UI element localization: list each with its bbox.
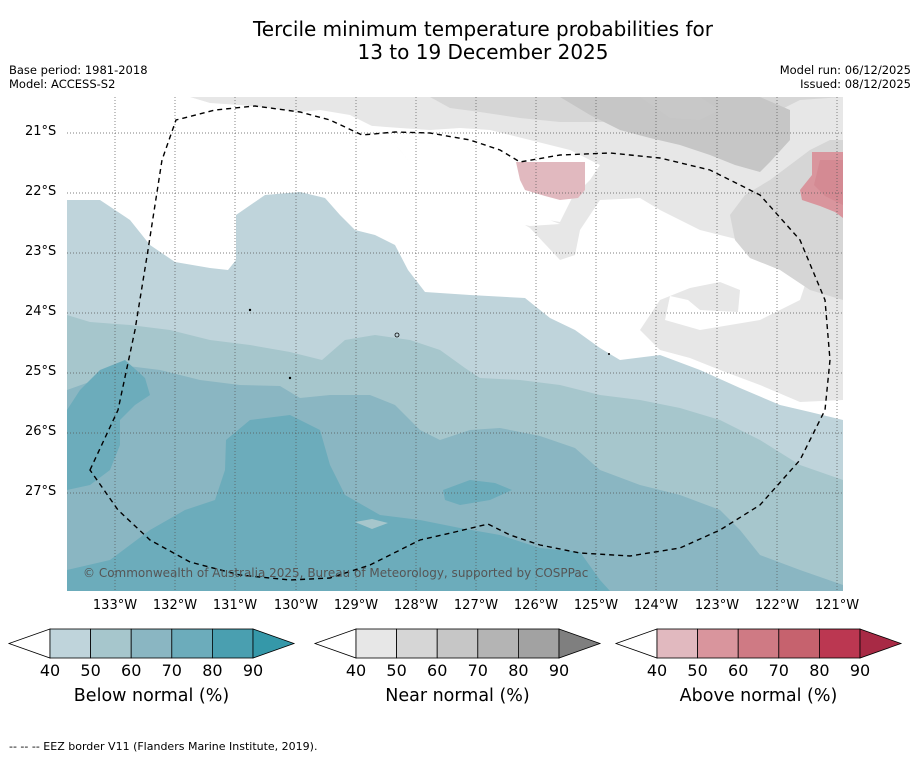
below-normal-80-region xyxy=(355,519,388,529)
colorbar-tick-label: 50 xyxy=(386,661,407,680)
near-normal-40-region xyxy=(190,97,843,402)
longitude-label: 131°W xyxy=(212,598,258,613)
latitude-label: 27°S xyxy=(25,484,57,499)
colorbar-segment xyxy=(90,628,132,659)
colorbar-tick-label: 50 xyxy=(687,661,708,680)
colorbar-tick-label: 80 xyxy=(202,661,223,680)
colorbar-segment xyxy=(697,628,739,659)
colorbar-2 xyxy=(614,628,903,659)
colorbar-tick-label: 80 xyxy=(809,661,830,680)
longitude-label: 126°W xyxy=(513,598,559,613)
latitude-label: 22°S xyxy=(25,184,57,199)
near-normal-white-pocket xyxy=(390,170,560,226)
colorbar-tick-label: 70 xyxy=(161,661,182,680)
latitude-label: 23°S xyxy=(25,244,57,259)
colorbar-tick-label: 80 xyxy=(508,661,529,680)
colorbar-0 xyxy=(7,628,296,659)
near-normal-50-region xyxy=(430,97,843,300)
above-normal-50-region-b xyxy=(814,160,843,205)
colorbar-tick-label: 40 xyxy=(345,661,367,680)
colorbar-segment xyxy=(171,628,213,659)
meta-right: Model run: 06/12/2025 Issued: 08/12/2025 xyxy=(780,63,911,91)
near-normal-60-region xyxy=(560,97,790,172)
near-normal-70-region xyxy=(640,97,720,120)
eez-footnote: -- -- -- EEZ border V11 (Flanders Marine… xyxy=(9,740,318,753)
colorbar-tick-label: 60 xyxy=(121,661,142,680)
colorbar-segment xyxy=(778,628,820,659)
colorbar-title: Below normal (%) xyxy=(73,686,230,706)
below-normal-70-region xyxy=(67,360,610,591)
colorbar-segment xyxy=(656,628,698,659)
colorbar-tick-label: 90 xyxy=(548,661,570,680)
graticule xyxy=(67,97,843,591)
latitude-label: 25°S xyxy=(25,364,57,379)
colorbar-upper-extend xyxy=(859,628,903,659)
longitude-label: 129°W xyxy=(333,598,379,613)
colorbar-segment xyxy=(436,628,479,659)
near-normal-white-gap xyxy=(300,112,600,222)
latitude-label: 26°S xyxy=(25,424,57,439)
longitude-label: 124°W xyxy=(633,598,679,613)
map-title: Tercile minimum temperature probabilitie… xyxy=(0,18,919,64)
base-period: Base period: 1981-2018 xyxy=(9,63,148,77)
latitude-label: 24°S xyxy=(25,304,57,319)
meta-left: Base period: 1981-2018 Model: ACCESS-S2 xyxy=(9,63,148,91)
title-line-1: Tercile minimum temperature probabilitie… xyxy=(252,17,714,41)
colorbar-segment xyxy=(396,628,438,659)
colorbar-tick-label: 40 xyxy=(39,661,61,680)
colorbar-lower-extend xyxy=(614,628,658,659)
model-name: Model: ACCESS-S2 xyxy=(9,77,116,91)
colorbar-title: Near normal (%) xyxy=(385,686,530,706)
colorbar-segment xyxy=(819,628,861,659)
above-normal-40-region-a xyxy=(516,162,585,200)
colorbar-segment xyxy=(518,628,560,659)
longitude-label: 127°W xyxy=(453,598,499,613)
longitude-label: 125°W xyxy=(573,598,619,613)
colorbar-tick-label: 70 xyxy=(768,661,789,680)
island-marker xyxy=(248,308,252,312)
colorbar-upper-extend xyxy=(558,628,602,659)
longitude-label: 130°W xyxy=(273,598,319,613)
colorbar-segment xyxy=(355,628,397,659)
colorbar-upper-extend xyxy=(252,628,296,659)
colorbar-segment xyxy=(211,628,254,659)
colorbar-lower-extend xyxy=(7,628,51,659)
island-marker xyxy=(394,332,400,338)
longitude-label: 133°W xyxy=(92,598,138,613)
colorbar-segment xyxy=(130,628,173,659)
eez-border xyxy=(89,105,831,581)
colorbar-tick-label: 90 xyxy=(849,661,871,680)
island-marker xyxy=(608,353,610,355)
colorbar-legends xyxy=(7,628,903,659)
longitude-label: 123°W xyxy=(694,598,740,613)
colorbar-1 xyxy=(313,628,602,659)
colorbar-tick-label: 60 xyxy=(427,661,448,680)
colorbar-lower-extend xyxy=(313,628,357,659)
colorbar-tick-label: 90 xyxy=(242,661,264,680)
title-line-2: 13 to 19 December 2025 xyxy=(357,40,609,64)
model-run: Model run: 06/12/2025 xyxy=(779,63,911,77)
longitude-label: 132°W xyxy=(152,598,198,613)
longitude-label: 121°W xyxy=(814,598,860,613)
probability-map xyxy=(67,97,843,591)
longitude-label: 122°W xyxy=(754,598,800,613)
colorbar-title: Above normal (%) xyxy=(679,686,838,706)
copyright-notice: © Commonwealth of Australia 2025, Bureau… xyxy=(83,566,589,580)
colorbar-segment xyxy=(737,628,780,659)
issued-date: Issued: 08/12/2025 xyxy=(800,77,911,91)
island-marker xyxy=(288,376,292,380)
colorbar-segment xyxy=(477,628,519,659)
colorbar-tick-label: 40 xyxy=(646,661,668,680)
longitude-label: 128°W xyxy=(393,598,439,613)
colorbar-tick-label: 70 xyxy=(467,661,488,680)
colorbar-tick-label: 50 xyxy=(80,661,101,680)
latitude-label: 21°S xyxy=(25,124,57,139)
colorbar-tick-label: 60 xyxy=(728,661,749,680)
colorbar-segment xyxy=(49,628,91,659)
